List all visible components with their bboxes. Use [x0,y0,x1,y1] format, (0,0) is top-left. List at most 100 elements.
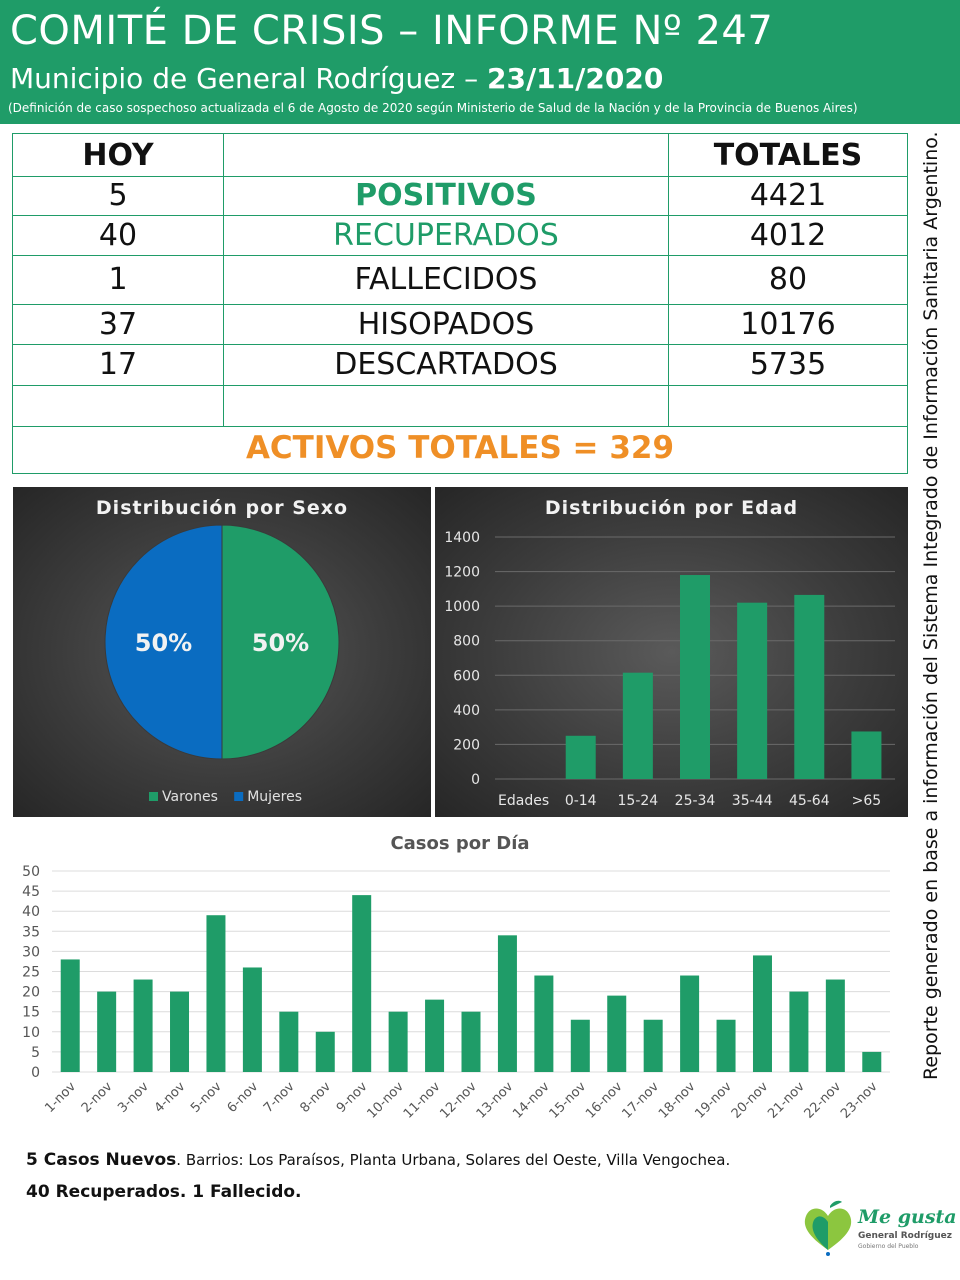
report-subtitle: Municipio de General Rodríguez – 23/11/2… [10,62,663,95]
x-tick-label: 19-nov [692,1079,735,1122]
x-tick-label: 21-nov [765,1079,808,1122]
x-tick-label: 5-nov [188,1079,225,1116]
bar-8-nov [315,1031,335,1072]
x-tick-label: >65 [852,793,882,809]
municipality-label: Municipio de General Rodríguez – [10,62,487,95]
case-definition-note: (Definición de caso sospechoso actualiza… [8,101,858,115]
y-tick-label: 25 [22,965,40,981]
x-tick-label: 45-64 [789,793,830,809]
total-descartados: 5735 [749,347,827,382]
x-tick-label: 15-24 [618,793,659,809]
total-recuperados: 4012 [749,218,827,253]
y-tick-label: 20 [22,985,40,1001]
chart-title: Casos por Día [390,833,529,854]
x-tick-label: 6-nov [225,1079,262,1116]
x-tick-label: 22-nov [802,1079,845,1122]
y-tick-label: 600 [453,668,480,684]
y-tick-label: 1400 [444,530,480,546]
logo-slogan: Me gusta [858,1206,957,1228]
bar-25-34 [680,575,710,779]
y-tick-label: 1200 [444,565,480,581]
bar-35-44 [737,602,768,779]
bar-9-nov [352,895,372,1072]
x-tick-label: 20-nov [729,1079,772,1122]
x-tick-label: 17-nov [619,1079,662,1122]
today-descartados: 17 [98,347,138,382]
bar-1-nov [60,959,80,1072]
bar-5-nov [206,915,226,1072]
x-tick-label: 2-nov [79,1079,116,1116]
legend-label: Varones [162,789,218,805]
y-tick-label: 800 [453,634,480,650]
x-tick-label: 1-nov [42,1079,79,1116]
header-banner: COMITÉ DE CRISIS – INFORME Nº 247 Munici… [0,0,960,124]
bar-0-14 [565,735,596,779]
table-divider [13,176,907,177]
bar-23-nov [862,1051,882,1072]
bar-12-nov [461,1011,481,1072]
bar-19-nov [716,1019,736,1072]
y-tick-label: 0 [471,772,480,788]
x-tick-label: 11-nov [401,1079,444,1122]
bar-20-nov [752,955,772,1072]
x-tick-label: 7-nov [261,1079,298,1116]
bar-10-nov [388,1011,408,1072]
table-divider [13,385,907,386]
table-divider [13,255,907,256]
total-positivos: 4421 [749,178,827,213]
y-tick-label: 30 [22,944,40,960]
legend-label: Mujeres [247,789,302,805]
age-bar-chart: 0 200 400 600 800 1000 1200 1400 Edades 0-14 15-24… [444,530,895,809]
pie-slice-varones [221,524,340,760]
y-tick-label: 200 [453,737,480,753]
bar-7-nov [279,1011,299,1072]
sex-distribution-panel: Distribución por Sexo 50% 50% Varones Mujer… [13,487,431,817]
bar-18-nov [680,975,700,1072]
neighborhoods-list: . Barrios: Los Paraísos, Planta Urbana, … [176,1151,731,1169]
logo-tagline: Gobierno del Pueblo [858,1243,919,1250]
chart-title: Distribución por Sexo [95,497,349,519]
logo-name: General Rodríguez [858,1231,953,1241]
stats-table: HOY TOTALES 5 POSITIVOS 4421 40 RECUPERA… [12,133,908,474]
y-tick-label: 400 [453,703,480,719]
y-tick-label: 10 [22,1025,40,1041]
source-note: Reporte generado en base a información d… [920,131,942,1080]
report-date: 23/11/2020 [486,62,664,95]
today-hisopados: 37 [98,307,138,342]
bar->65 [851,731,882,779]
bar-45-64 [794,594,825,779]
table-divider [223,134,224,426]
chart-title: Distribución por Edad [544,497,799,519]
y-tick-label: 40 [22,904,40,920]
y-tick-label: 50 [22,864,40,880]
heart-logo-icon [804,1200,852,1256]
y-tick-label: 45 [22,884,40,900]
bar-15-24 [622,672,653,779]
x-tick-label: 10-nov [364,1079,407,1122]
active-total: ACTIVOS TOTALES = 329 [245,430,675,466]
x-tick-label: 18-nov [656,1079,699,1122]
today-recuperados: 40 [98,218,138,253]
x-tick-label: 23-nov [838,1079,881,1122]
x-tick-label: 4-nov [152,1079,189,1116]
bar-14-nov [534,975,554,1072]
bar-6-nov [242,967,262,1072]
bar-2-nov [97,991,117,1072]
col-header-total: TOTALES [713,138,863,173]
table-divider [13,426,907,427]
x-tick-label: 12-nov [437,1079,480,1122]
bar-4-nov [170,991,190,1072]
today-positivos: 5 [108,178,128,213]
col-header-today: HOY [82,138,154,173]
pie-data-label: 50% [252,629,309,657]
bar-17-nov [643,1019,663,1072]
x-tick-label: 15-nov [547,1079,590,1122]
bar-16-nov [607,995,627,1072]
x-tick-label: 8-nov [297,1079,334,1116]
label-positivos: POSITIVOS [355,178,537,213]
label-recuperados: RECUPERADOS [333,218,559,253]
bar-3-nov [133,979,153,1072]
y-tick-label: 5 [31,1045,40,1061]
bar-22-nov [825,979,845,1072]
x-tick-label: 14-nov [510,1079,553,1122]
